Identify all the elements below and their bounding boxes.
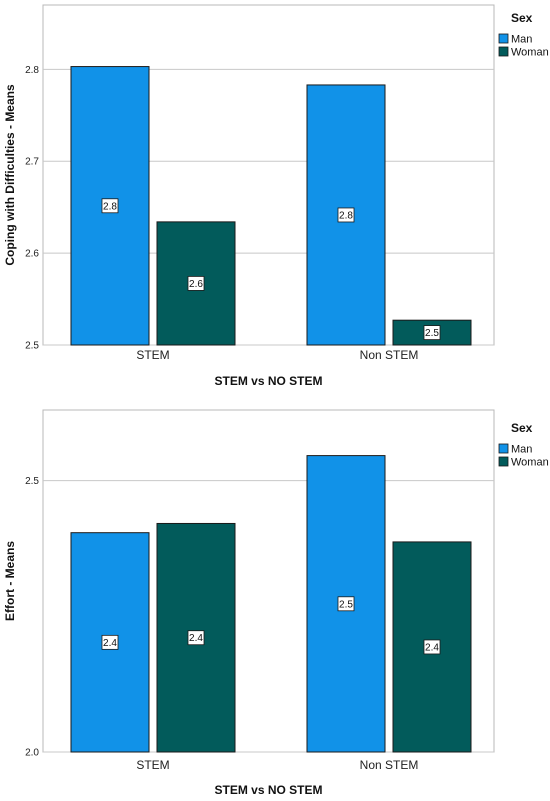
data-label: 2.4 <box>189 633 203 644</box>
legend-label-man: Man <box>511 444 532 456</box>
data-label: 2.8 <box>103 201 117 212</box>
bar-woman-non-stem <box>392 541 472 753</box>
x-tick-label: Non STEM <box>360 348 419 362</box>
x-axis-title: STEM vs NO STEM <box>214 783 322 797</box>
data-label: 2.4 <box>425 642 439 653</box>
data-label-box <box>187 276 205 291</box>
data-label: 2.5 <box>339 599 353 610</box>
legend-label-woman: Woman <box>511 457 549 469</box>
y-tick-label: 2.8 <box>25 65 39 76</box>
x-axis-title: STEM vs NO STEM <box>214 374 322 388</box>
data-label-box <box>187 630 205 646</box>
y-tick-label: 2.5 <box>25 341 39 352</box>
chart-effort: 2.0 2.5 2.4 2.4 STEM 2.5 2.4 Non STEM STEM vs NO… <box>3 409 549 797</box>
y-axis-title: Effort - Means <box>3 541 17 621</box>
data-label: 2.5 <box>425 328 439 339</box>
bar-woman-non-stem <box>392 319 472 346</box>
data-label: 2.4 <box>103 638 117 649</box>
legend-label-woman: Woman <box>511 47 549 59</box>
data-label-box <box>337 207 355 223</box>
data-label-box <box>423 639 441 655</box>
data-label-box <box>101 634 119 650</box>
x-tick-label: Non STEM <box>360 758 419 772</box>
y-tick-label: 2.6 <box>25 249 39 260</box>
legend-swatch-man <box>498 33 509 44</box>
legend-title: Sex <box>511 11 533 25</box>
y-tick-label: 2.7 <box>25 157 39 168</box>
legend-swatch-woman <box>498 46 509 57</box>
x-tick-label: STEM <box>136 758 169 772</box>
data-label-box <box>337 596 355 612</box>
legend-label-man: Man <box>511 34 532 46</box>
legend-swatch-man <box>498 443 509 454</box>
data-label-box <box>101 198 119 214</box>
y-tick-label: 2.5 <box>25 476 39 487</box>
y-tick-label: 2.0 <box>25 748 39 759</box>
data-label: 2.8 <box>339 210 353 221</box>
data-label: 2.6 <box>189 279 203 290</box>
y-axis-title: Coping with Difficulties - Means <box>3 84 17 266</box>
chart-coping-with-difficulties: 2.5 2.6 2.7 2.8 2.8 2.6 STEM 2.8 2.5 Non STEM STEM… <box>3 4 549 388</box>
legend-swatch-woman <box>498 456 509 467</box>
legend-title: Sex <box>511 421 533 435</box>
data-label-box <box>423 325 441 340</box>
x-tick-label: STEM <box>136 348 169 362</box>
